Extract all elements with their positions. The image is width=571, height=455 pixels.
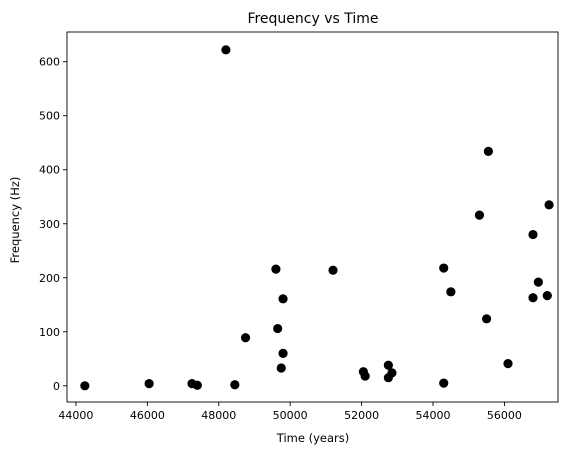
x-tick-label: 44000 bbox=[58, 409, 93, 422]
data-point bbox=[544, 200, 554, 210]
x-tick-label: 54000 bbox=[416, 409, 451, 422]
data-point bbox=[278, 294, 288, 304]
data-point bbox=[439, 263, 449, 273]
y-tick-label: 200 bbox=[39, 272, 60, 285]
y-tick-label: 400 bbox=[39, 164, 60, 177]
data-point bbox=[80, 381, 90, 391]
data-point bbox=[273, 323, 283, 334]
plot-frame bbox=[66, 31, 559, 403]
y-tick-label: 0 bbox=[53, 380, 60, 393]
data-point bbox=[528, 229, 538, 240]
data-point bbox=[328, 265, 338, 275]
plot-area: 44000 46000 48000 50000 52000 54000 56000 0 100 2… bbox=[39, 31, 559, 422]
data-point bbox=[528, 293, 538, 303]
chart-title: Frequency vs Time bbox=[247, 11, 378, 27]
x-tick-label: 52000 bbox=[344, 409, 379, 422]
data-point bbox=[192, 380, 202, 390]
data-point bbox=[144, 379, 154, 389]
data-point bbox=[278, 348, 288, 358]
y-tick-label: 500 bbox=[39, 110, 60, 123]
x-tick-label: 48000 bbox=[201, 409, 236, 422]
data-point bbox=[503, 359, 513, 369]
data-point bbox=[276, 363, 286, 373]
data-point bbox=[387, 368, 397, 378]
data-point bbox=[533, 277, 543, 287]
data-point bbox=[439, 378, 449, 388]
data-point bbox=[446, 287, 456, 297]
y-tick-label: 100 bbox=[39, 326, 60, 339]
data-point bbox=[481, 314, 492, 324]
x-tick-label: 50000 bbox=[273, 409, 308, 422]
data-point bbox=[360, 371, 370, 381]
x-tick-label: 46000 bbox=[130, 409, 165, 422]
x-tick-label: 56000 bbox=[487, 409, 522, 422]
data-point bbox=[474, 210, 485, 220]
y-tick-label: 600 bbox=[39, 56, 60, 69]
y-axis-label: Frequency (Hz) bbox=[8, 177, 22, 264]
data-point bbox=[483, 146, 493, 156]
data-point bbox=[383, 360, 393, 370]
data-point bbox=[230, 380, 240, 390]
data-point bbox=[542, 290, 552, 301]
y-tick-label: 300 bbox=[39, 218, 60, 231]
data-point bbox=[221, 45, 231, 55]
data-point bbox=[271, 264, 281, 274]
x-axis-label: Time (years) bbox=[276, 431, 349, 445]
data-point bbox=[240, 333, 251, 343]
